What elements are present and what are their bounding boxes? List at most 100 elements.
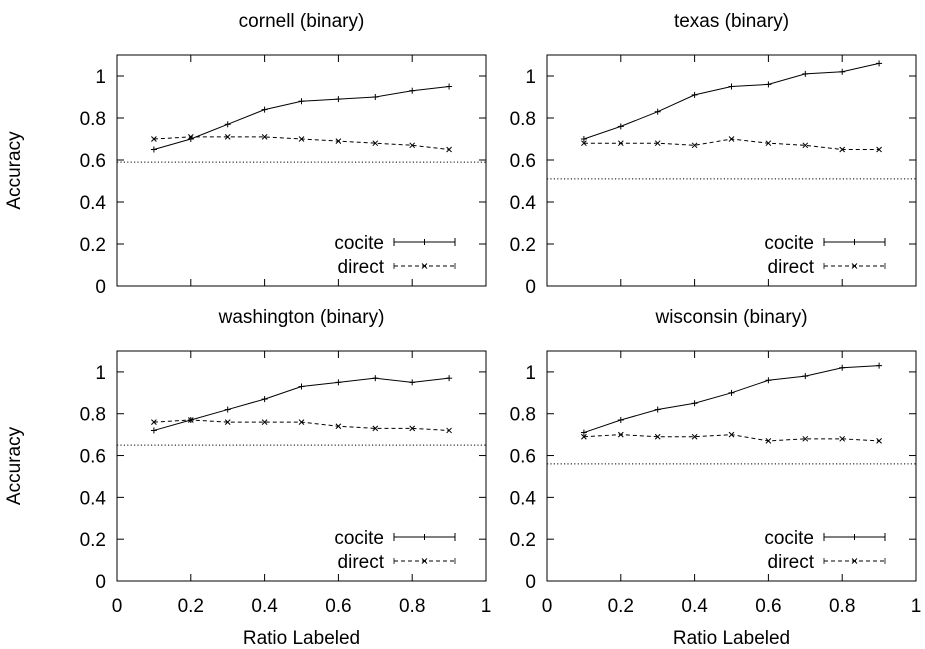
y-tick-label: 1 — [95, 67, 106, 88]
y-tick-label: 0.8 — [80, 109, 106, 130]
chart-title: washington (binary) — [218, 307, 385, 328]
x-tick-label: 0.8 — [829, 596, 855, 617]
plot-frame — [546, 54, 917, 287]
data-point-direct — [802, 142, 809, 149]
data-point-direct — [654, 140, 661, 147]
legend-label-cocite: cocite — [334, 233, 384, 254]
data-point-direct — [335, 138, 342, 144]
y-tick-label: 0.8 — [80, 405, 106, 426]
data-point-cocite — [335, 379, 342, 386]
data-point-cocite — [765, 377, 772, 384]
data-point-cocite — [617, 417, 624, 423]
series-line-direct — [583, 434, 880, 442]
legend-label-direct: direct — [338, 257, 385, 278]
legend-marker-cocite — [823, 533, 886, 541]
y-tick-label: 0.2 — [510, 235, 536, 256]
y-tick-label: 0.2 — [80, 530, 106, 551]
legend-marker-direct — [393, 263, 456, 269]
data-point-cocite — [409, 87, 416, 94]
data-point-direct — [654, 433, 661, 440]
data-point-direct — [802, 435, 809, 442]
data-point-cocite — [802, 70, 809, 77]
data-point-cocite — [150, 146, 157, 153]
series-line-cocite — [583, 62, 880, 140]
legend-label-cocite: cocite — [334, 528, 384, 549]
data-point-direct — [151, 136, 157, 142]
legend-label-direct: direct — [768, 257, 815, 278]
x-tick-label: 0 — [112, 596, 123, 617]
y-tick-label: 0.4 — [510, 193, 537, 214]
series-line-cocite — [153, 86, 450, 150]
data-point-direct — [728, 136, 735, 142]
y-axis-label: Accuracy — [4, 131, 25, 210]
data-point-cocite — [654, 406, 661, 413]
data-point-cocite — [580, 429, 587, 436]
data-point-direct — [372, 425, 379, 432]
y-tick-label: 0.8 — [510, 405, 536, 426]
legend-marker-direct — [823, 558, 886, 564]
chart-panel-4: wisconsin (binary) 0 0.2 0.4 0.6 0.8 1 0 0.2 0.4 0… — [510, 307, 922, 649]
legend-label-cocite: cocite — [764, 528, 814, 549]
y-tick-label: 0 — [525, 572, 536, 593]
data-point-direct — [187, 417, 194, 423]
chart-panel-2: texas (binary) 0 0.2 0.4 0.6 0.8 1 cocite direct — [510, 11, 917, 298]
y-tick-label: 0.6 — [80, 447, 106, 468]
data-point-cocite — [654, 108, 661, 115]
data-point-direct — [409, 425, 416, 432]
chart-title: cornell (binary) — [239, 11, 365, 32]
data-point-direct — [446, 146, 452, 153]
legend-marker-cocite — [393, 533, 456, 541]
plot-frame — [546, 350, 917, 582]
data-point-direct — [839, 435, 846, 442]
data-point-direct — [372, 140, 379, 147]
y-tick-label: 1 — [525, 67, 536, 88]
y-tick-label: 0.2 — [80, 235, 106, 256]
plot-frame — [116, 350, 487, 582]
x-tick-label: 0.2 — [178, 596, 204, 617]
series-line-cocite — [583, 365, 880, 434]
data-point-cocite — [839, 364, 846, 371]
y-axis-label: Accuracy — [4, 426, 25, 505]
data-point-cocite — [150, 427, 157, 434]
data-point-cocite — [876, 362, 883, 369]
x-tick-label: 1 — [911, 596, 922, 617]
data-point-cocite — [224, 121, 231, 128]
data-point-cocite — [261, 106, 268, 113]
data-point-cocite — [261, 396, 268, 403]
legend-label-direct: direct — [768, 552, 815, 573]
data-point-cocite — [765, 81, 772, 88]
data-point-cocite — [876, 60, 883, 67]
x-tick-label: 0.2 — [608, 596, 634, 617]
data-point-direct — [298, 136, 305, 142]
data-point-direct — [839, 146, 846, 153]
x-axis-label: Ratio Labeled — [673, 628, 790, 649]
data-point-cocite — [802, 373, 809, 380]
data-point-direct — [261, 419, 268, 425]
chart-title: wisconsin (binary) — [654, 307, 807, 328]
data-point-direct — [335, 423, 342, 430]
data-point-direct — [765, 438, 772, 444]
y-tick-label: 0.6 — [80, 151, 106, 172]
data-point-cocite — [580, 136, 587, 142]
data-point-direct — [446, 427, 452, 434]
data-point-direct — [224, 419, 231, 425]
data-point-direct — [187, 134, 194, 140]
chart-panel-1: cornell (binary) 0 0.2 0.4 0.6 0.8 1 Accuracy co… — [4, 11, 487, 298]
data-point-direct — [691, 433, 698, 440]
x-tick-label: 0.8 — [399, 596, 425, 617]
data-point-direct — [224, 134, 231, 140]
data-point-cocite — [372, 94, 379, 100]
legend-label-direct: direct — [338, 552, 385, 573]
data-point-direct — [617, 431, 624, 438]
data-point-cocite — [446, 375, 453, 382]
y-tick-label: 0.4 — [80, 488, 107, 509]
data-point-direct — [691, 142, 698, 149]
data-point-cocite — [335, 96, 342, 103]
plot-frame — [116, 54, 487, 287]
x-tick-label: 0 — [542, 596, 553, 617]
data-point-cocite — [446, 83, 453, 90]
x-tick-label: 1 — [481, 596, 492, 617]
legend-marker-cocite — [393, 238, 456, 246]
data-point-direct — [298, 419, 305, 425]
